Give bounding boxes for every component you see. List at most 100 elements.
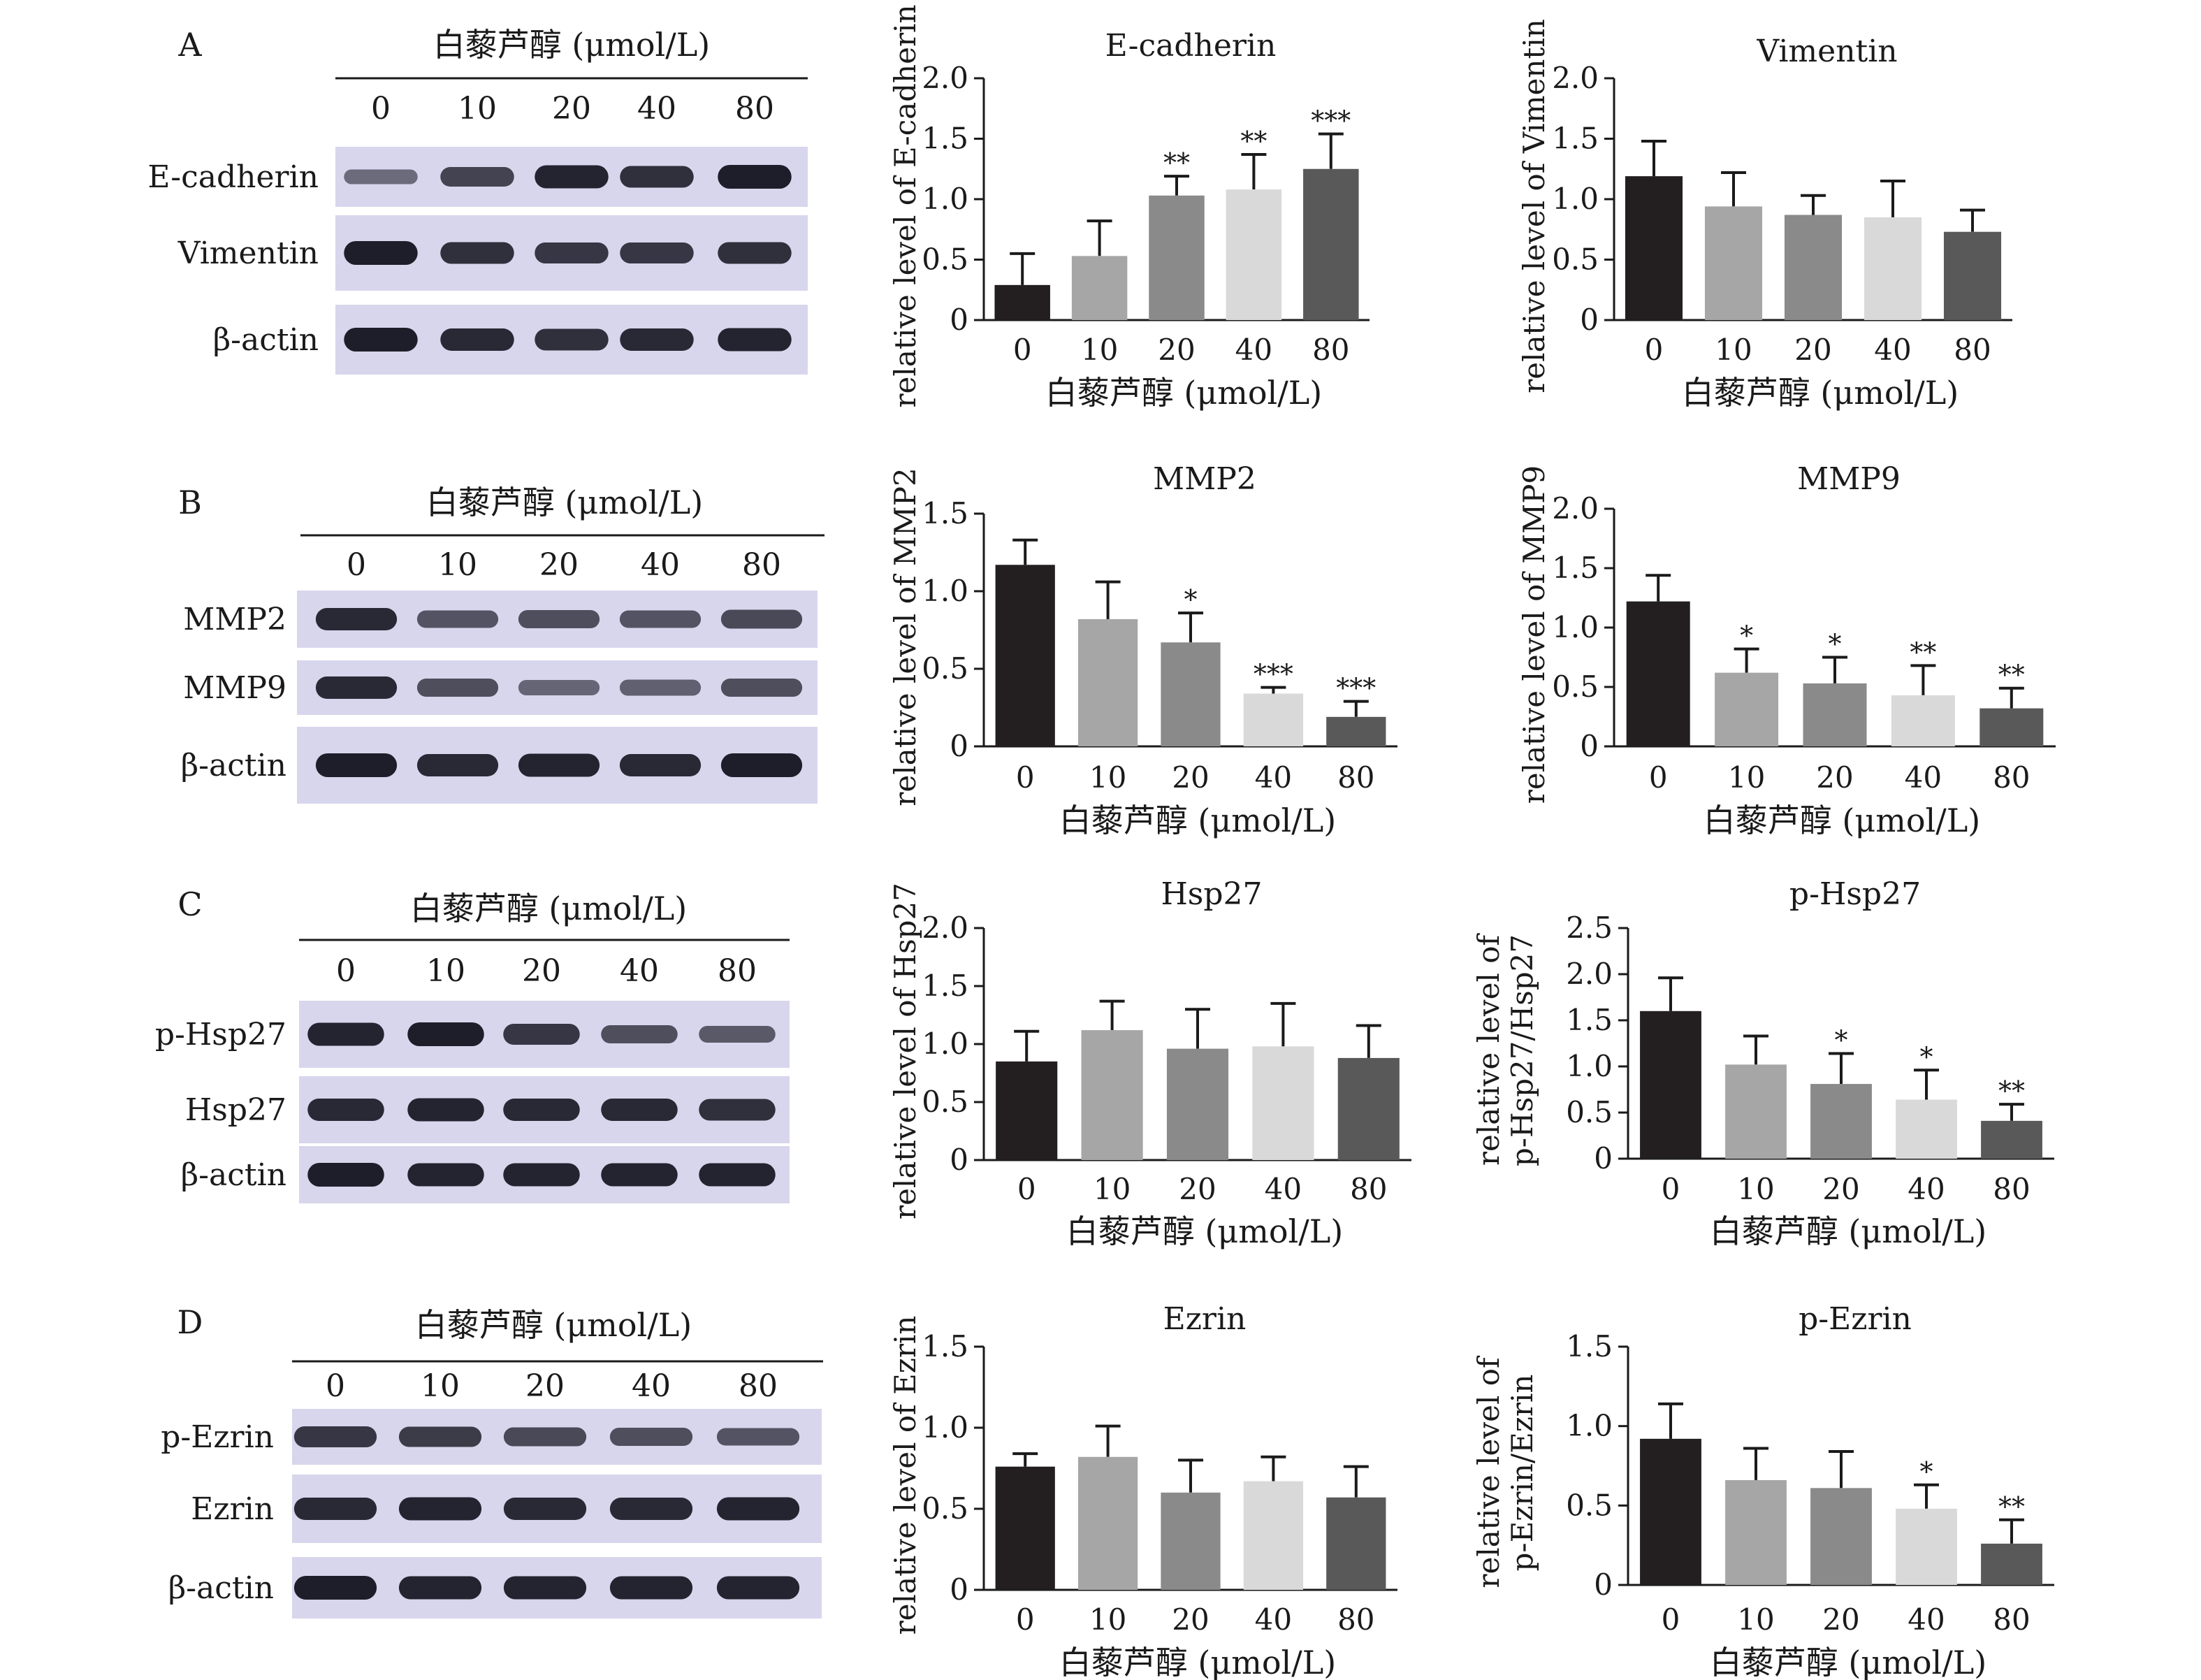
blot-lane-concentration: 10 <box>458 91 497 126</box>
x-axis-label: 白藜芦醇 (μmol/L) <box>1710 1644 1986 1680</box>
panel-letter: A <box>177 26 202 64</box>
y-axis-label: relative level of Vimentin <box>1517 19 1551 393</box>
blot-band <box>619 610 702 628</box>
bar <box>1226 189 1282 320</box>
bar <box>1981 1120 2042 1159</box>
x-axis-label: 白藜芦醇 (μmol/L) <box>1704 802 1980 839</box>
blot-row-label: Hsp27 <box>185 1092 286 1128</box>
blot-band <box>619 679 702 696</box>
x-tick-label: 10 <box>1728 760 1765 795</box>
blot-band <box>440 328 514 351</box>
chart-title: p-Hsp27 <box>1789 876 1921 912</box>
blot-lane-concentration: 80 <box>739 1368 778 1404</box>
x-tick-label: 10 <box>1089 760 1126 795</box>
x-tick-label: 20 <box>1179 1172 1216 1206</box>
significance-marker: ** <box>1163 147 1190 178</box>
blot-row-label: MMP9 <box>183 670 286 706</box>
y-tick-label: 1.0 <box>922 1027 968 1061</box>
x-tick-label: 0 <box>1649 760 1668 795</box>
bar <box>1243 693 1304 746</box>
x-tick-label: 0 <box>1013 333 1032 367</box>
blot-band <box>315 676 398 699</box>
chart-title: Vimentin <box>1756 34 1897 69</box>
x-axis-label: 白藜芦醇 (μmol/L) <box>1059 1644 1336 1680</box>
blot-band <box>718 165 792 189</box>
chart-title: MMP9 <box>1797 461 1901 497</box>
y-tick-label: 2.0 <box>922 61 968 95</box>
y-tick-label: 0.5 <box>922 242 968 277</box>
bar-chart-e-cadherin: 0 0.5 1.0 1.5 2.0 0 10 ** 20 ** 40 *** 80 E-cadherin 白… <box>888 4 1370 412</box>
blot-row-label: β-actin <box>168 1570 274 1606</box>
bar-chart-mmp2: 0 0.5 1.0 1.5 0 10 * 20 *** 40 *** 80 MMP2 白藜芦醇 (μmol… <box>888 461 1397 839</box>
blot-band <box>307 1099 384 1121</box>
x-tick-label: 0 <box>1662 1602 1680 1637</box>
blot-band <box>307 1022 384 1046</box>
bar-chart-ezrin: 0 0.5 1.0 1.5 0 10 20 40 80 Ezrin 白藜芦醇 (μmol/L) rel… <box>888 1301 1397 1680</box>
blot-band <box>407 1022 484 1046</box>
bar <box>1625 176 1683 320</box>
bar <box>1784 215 1843 320</box>
blot-band <box>416 610 499 628</box>
significance-marker: ** <box>1910 637 1936 667</box>
panel-letter: B <box>178 484 202 521</box>
x-tick-label: 80 <box>1337 1602 1374 1637</box>
y-tick-label: 1.0 <box>1552 182 1599 216</box>
bar <box>1243 1481 1304 1590</box>
bar <box>1337 1057 1400 1160</box>
x-axis-label: 白藜芦醇 (μmol/L) <box>1045 374 1322 412</box>
blot-row-label: E-cadherin <box>147 159 319 195</box>
blot-treatment-title: 白藜芦醇 (μmol/L) <box>410 890 687 927</box>
blot-lane-concentration: 40 <box>637 91 676 126</box>
bar <box>1640 1438 1701 1585</box>
blot-lane-concentration: 10 <box>421 1368 460 1404</box>
y-tick-label: 0.5 <box>1566 1095 1613 1129</box>
blot-band <box>344 328 418 352</box>
blot-row-label: p-Hsp27 <box>155 1017 286 1052</box>
blot-band <box>609 1498 693 1520</box>
x-tick-label: 0 <box>1645 333 1664 367</box>
chart-title: MMP2 <box>1153 461 1256 497</box>
blot-panel-d: D 白藜芦醇 (μmol/L) 0 10 20 40 80 p-Ezrin Ezrin β-act… <box>161 1303 823 1619</box>
significance-marker: *** <box>1336 673 1376 704</box>
blot-lane-concentration: 10 <box>426 953 465 989</box>
bar <box>1943 231 2002 320</box>
chart-title: E-cadherin <box>1105 28 1277 64</box>
x-tick-label: 40 <box>1235 333 1272 367</box>
blot-band <box>440 242 514 264</box>
blot-band <box>315 608 398 630</box>
blot-band <box>518 753 600 777</box>
y-axis-label: relative level ofp-Ezrin/Ezrin <box>1472 1355 1539 1588</box>
y-tick-label: 1.5 <box>922 122 968 156</box>
significance-marker: * <box>1184 584 1198 615</box>
panel-letter: D <box>177 1303 203 1341</box>
chart-title: p-Ezrin <box>1799 1301 1912 1337</box>
y-tick-label: 0 <box>950 1143 968 1177</box>
blot-band <box>518 610 600 628</box>
y-tick-label: 0.5 <box>922 1085 968 1119</box>
blot-lane-concentration: 40 <box>632 1368 671 1404</box>
significance-marker: * <box>1829 629 1842 660</box>
blot-band <box>716 1428 800 1446</box>
blot-lane-concentration: 0 <box>326 1368 345 1404</box>
blot-band <box>416 679 499 697</box>
bar <box>1161 642 1221 746</box>
blot-band <box>716 1497 800 1521</box>
y-tick-label: 0 <box>950 729 968 763</box>
blot-band <box>601 1163 678 1187</box>
bar <box>1725 1479 1787 1585</box>
significance-marker: ** <box>1998 1491 2025 1522</box>
y-tick-label: 2.0 <box>1552 491 1599 526</box>
significance-marker: ** <box>1998 1076 2025 1106</box>
blot-band <box>293 1576 377 1600</box>
blot-band <box>609 1576 693 1600</box>
bar <box>1077 618 1138 746</box>
x-tick-label: 20 <box>1158 333 1195 367</box>
y-axis-label: relative level ofp-Hsp27/Hsp27 <box>1472 932 1539 1166</box>
bar <box>1810 1084 1872 1159</box>
y-tick-label: 1.5 <box>922 1329 968 1363</box>
blot-band <box>503 1099 580 1121</box>
blot-row-label: Ezrin <box>191 1491 274 1527</box>
y-tick-label: 0 <box>1594 1141 1613 1175</box>
significance-marker: *** <box>1311 106 1351 136</box>
